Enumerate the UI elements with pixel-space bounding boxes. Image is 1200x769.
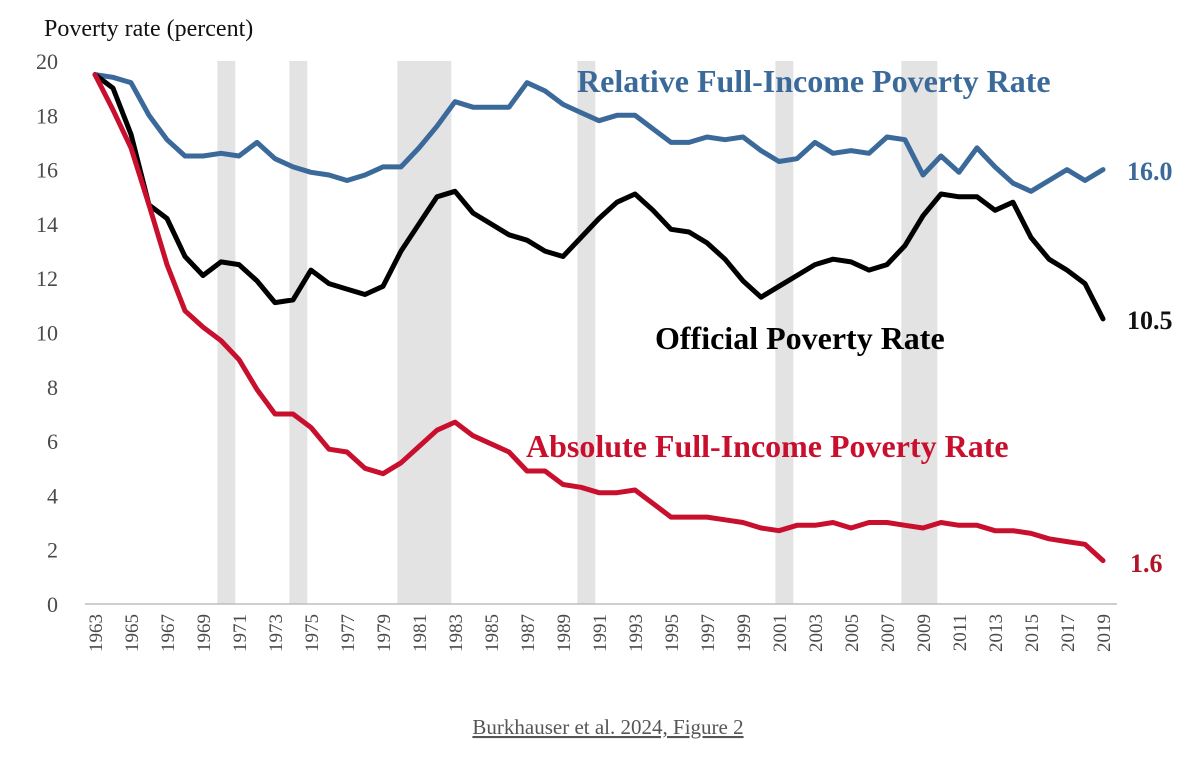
- x-tick-label-2007: 2007: [878, 614, 899, 652]
- x-tick-labels: 1963 1965 1967 1969 1971 1973 1975 1977 1979 1981…: [86, 614, 1115, 652]
- y-tick-label-20: 20: [36, 49, 58, 74]
- y-tick-label-18: 18: [36, 103, 58, 128]
- x-tick-label-1965: 1965: [122, 614, 143, 652]
- x-tick-label-1977: 1977: [338, 614, 359, 652]
- y-tick-label-16: 16: [36, 158, 58, 183]
- x-tick-label-1995: 1995: [662, 614, 683, 652]
- official-poverty-line: [92, 72, 1106, 322]
- x-tick-label-1983: 1983: [446, 614, 467, 652]
- x-tick-label-2019: 2019: [1094, 614, 1115, 652]
- x-tick-label-2015: 2015: [1022, 614, 1043, 652]
- x-tick-label-2001: 2001: [770, 614, 791, 652]
- y-tick-label-0: 0: [47, 592, 58, 617]
- y-tick-labels: 0 2 4 6 8 10 12 14 16 18 20: [36, 49, 58, 617]
- end-label-absolute: 1.6: [1130, 549, 1163, 578]
- x-tick-label-1991: 1991: [590, 614, 611, 652]
- label-absolute-full-income: Absolute Full-Income Poverty Rate: [526, 428, 1009, 464]
- x-tick-label-1987: 1987: [518, 614, 539, 652]
- x-tick-label-2017: 2017: [1058, 614, 1079, 652]
- recession-band-1: [289, 61, 308, 604]
- label-official-poverty: Official Poverty Rate: [655, 320, 945, 356]
- x-tick-label-1973: 1973: [266, 614, 287, 652]
- x-tick-label-1971: 1971: [230, 614, 251, 652]
- y-axis-title: Poverty rate (percent): [44, 16, 253, 42]
- x-tick-label-1999: 1999: [734, 614, 755, 652]
- y-tick-label-12: 12: [36, 266, 58, 291]
- x-tick-label-1975: 1975: [302, 614, 323, 652]
- end-label-official: 10.5: [1127, 306, 1173, 335]
- x-tick-label-2005: 2005: [842, 614, 863, 652]
- x-tick-label-1979: 1979: [374, 614, 395, 652]
- x-tick-label-1989: 1989: [554, 614, 575, 652]
- y-tick-label-4: 4: [47, 483, 58, 508]
- y-tick-label-14: 14: [36, 212, 58, 237]
- x-tick-label-1981: 1981: [410, 614, 431, 652]
- x-tick-label-2011: 2011: [950, 614, 971, 651]
- recession-band-2: [397, 61, 452, 604]
- recession-band-0: [217, 61, 236, 604]
- y-tick-label-8: 8: [47, 375, 58, 400]
- x-tick-label-1993: 1993: [626, 614, 647, 652]
- x-tick-label-1969: 1969: [194, 614, 215, 652]
- x-tick-label-2013: 2013: [986, 614, 1007, 652]
- recession-band-4: [775, 61, 794, 604]
- end-label-relative: 16.0: [1127, 157, 1173, 186]
- recession-band-5: [901, 61, 938, 604]
- x-tick-label-1967: 1967: [158, 614, 179, 652]
- absolute-full-income-line: [92, 72, 1106, 564]
- y-tick-label-10: 10: [36, 321, 58, 346]
- x-tick-label-2003: 2003: [806, 614, 827, 652]
- x-tick-label-1985: 1985: [482, 614, 503, 652]
- relative-full-income-line: [92, 72, 1106, 194]
- x-tick-label-1997: 1997: [698, 614, 719, 652]
- y-tick-label-2: 2: [47, 538, 58, 563]
- x-tick-label-1963: 1963: [86, 614, 107, 652]
- figure-caption: Burkhauser et al. 2024, Figure 2: [472, 715, 743, 739]
- series-lines: [92, 72, 1106, 564]
- recession-shading-layer: [217, 61, 938, 604]
- recession-band-3: [577, 61, 596, 604]
- x-tick-label-2009: 2009: [914, 614, 935, 652]
- y-tick-label-6: 6: [47, 429, 58, 454]
- label-relative-full-income: Relative Full-Income Poverty Rate: [577, 63, 1051, 99]
